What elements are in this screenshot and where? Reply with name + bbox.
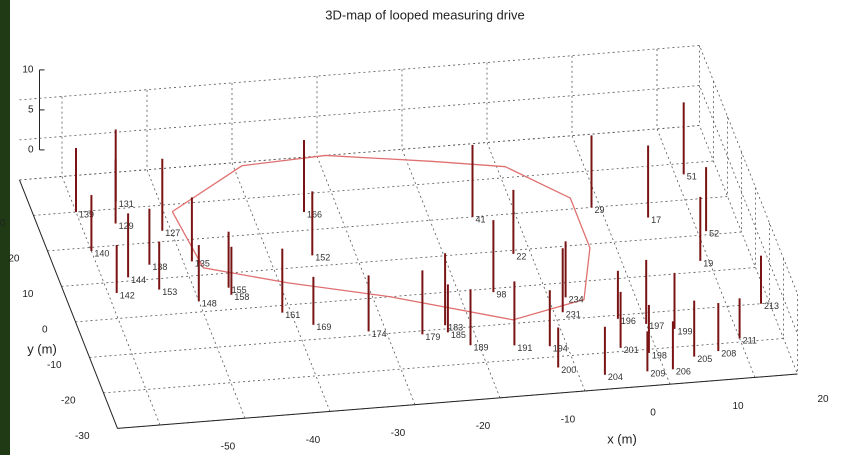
point-label: 140 xyxy=(94,248,109,258)
point-label: 144 xyxy=(131,275,146,285)
grid-line xyxy=(61,96,161,426)
point-label: 185 xyxy=(451,330,466,340)
grid-line xyxy=(117,294,798,429)
point-label: 161 xyxy=(285,310,300,320)
grid-line xyxy=(146,89,246,419)
point-label: 153 xyxy=(162,287,177,297)
z-tick-label: 5 xyxy=(28,105,34,116)
x-tick-label: 20 xyxy=(817,394,829,405)
x-tick-label: -50 xyxy=(221,442,236,453)
z-tick-label: 0 xyxy=(28,145,34,156)
x-axis-label: x (m) xyxy=(607,431,637,446)
point-label: 198 xyxy=(652,350,667,360)
grid-line xyxy=(89,223,770,358)
point-label: 152 xyxy=(315,253,330,263)
grid-line xyxy=(19,85,798,335)
point-label: 196 xyxy=(621,316,636,326)
y-tick-label: -20 xyxy=(61,396,76,407)
z-tick-label: 10 xyxy=(22,65,34,76)
point-label: 201 xyxy=(624,345,639,355)
x-tick-label: -10 xyxy=(561,414,576,425)
y-tick-label: 20 xyxy=(8,254,20,265)
x-axis xyxy=(117,373,798,429)
point-label: 29 xyxy=(595,205,605,215)
y-tick-label: 30 xyxy=(0,218,6,229)
grid-line xyxy=(571,55,671,385)
point-label: 131 xyxy=(119,199,134,209)
grid-line xyxy=(75,187,756,323)
grid-line xyxy=(47,116,728,252)
point-label: 231 xyxy=(566,310,581,320)
y-axis-label: y (m) xyxy=(27,341,57,356)
point-label: 17 xyxy=(651,215,661,225)
point-label: 183 xyxy=(448,323,463,333)
point-label: 197 xyxy=(649,321,664,331)
grid-line xyxy=(401,69,501,398)
drive-path xyxy=(171,154,591,321)
point-label: 199 xyxy=(678,326,693,336)
point-label: 191 xyxy=(517,343,532,353)
y-tick-label: 10 xyxy=(22,289,34,300)
grid-line xyxy=(231,82,331,412)
point-label: 204 xyxy=(608,372,623,382)
point-label: 139 xyxy=(79,209,94,219)
point-label: 51 xyxy=(687,172,697,182)
point-label: 129 xyxy=(119,221,134,231)
point-label: 135 xyxy=(195,259,210,269)
y-axis xyxy=(19,179,118,429)
point-label: 19 xyxy=(703,258,713,268)
point-label: 98 xyxy=(496,290,506,300)
point-label: 189 xyxy=(474,343,489,353)
y-tick-label: -10 xyxy=(47,360,62,371)
x-tick-label: -30 xyxy=(391,428,406,439)
point-label: 169 xyxy=(316,322,331,332)
point-label: 211 xyxy=(743,336,757,346)
grid-line xyxy=(19,45,700,181)
grid-line xyxy=(19,45,798,295)
point-label: 22 xyxy=(516,251,526,261)
point-label: 166 xyxy=(307,209,322,219)
grid-line xyxy=(103,258,784,394)
y-tick-label: -30 xyxy=(75,431,90,442)
point-label: 206 xyxy=(676,367,691,377)
x-tick-label: 0 xyxy=(650,408,656,419)
grid-line xyxy=(316,76,416,405)
point-label: 142 xyxy=(120,290,135,300)
point-label: 194 xyxy=(553,344,568,354)
point-label: 174 xyxy=(372,329,387,339)
chart-title: 3D-map of looped measuring drive xyxy=(325,7,524,22)
point-label: 200 xyxy=(561,365,576,375)
point-label: 205 xyxy=(697,354,712,364)
x-tick-label: -40 xyxy=(306,435,321,446)
point-label: 155 xyxy=(232,285,247,295)
y-tick-label: 0 xyxy=(42,325,48,336)
x-tick-label: 10 xyxy=(732,401,744,412)
point-label: 179 xyxy=(425,332,440,342)
point-label: 213 xyxy=(764,301,779,311)
grid-line xyxy=(19,125,798,375)
point-label: 41 xyxy=(476,214,486,224)
grid-line xyxy=(486,62,586,392)
point-label: 234 xyxy=(569,295,584,305)
grid-line xyxy=(656,48,756,378)
point-label: 209 xyxy=(650,369,665,379)
point-label: 158 xyxy=(234,292,249,302)
point-label: 208 xyxy=(721,348,736,358)
grid-line xyxy=(61,152,742,287)
point-label: 127 xyxy=(165,228,180,238)
x-tick-label: -20 xyxy=(476,421,491,432)
point-label: 148 xyxy=(202,298,217,308)
point-label: 52 xyxy=(709,229,719,239)
grid-line xyxy=(33,81,714,216)
left-edge-strip xyxy=(0,0,10,455)
